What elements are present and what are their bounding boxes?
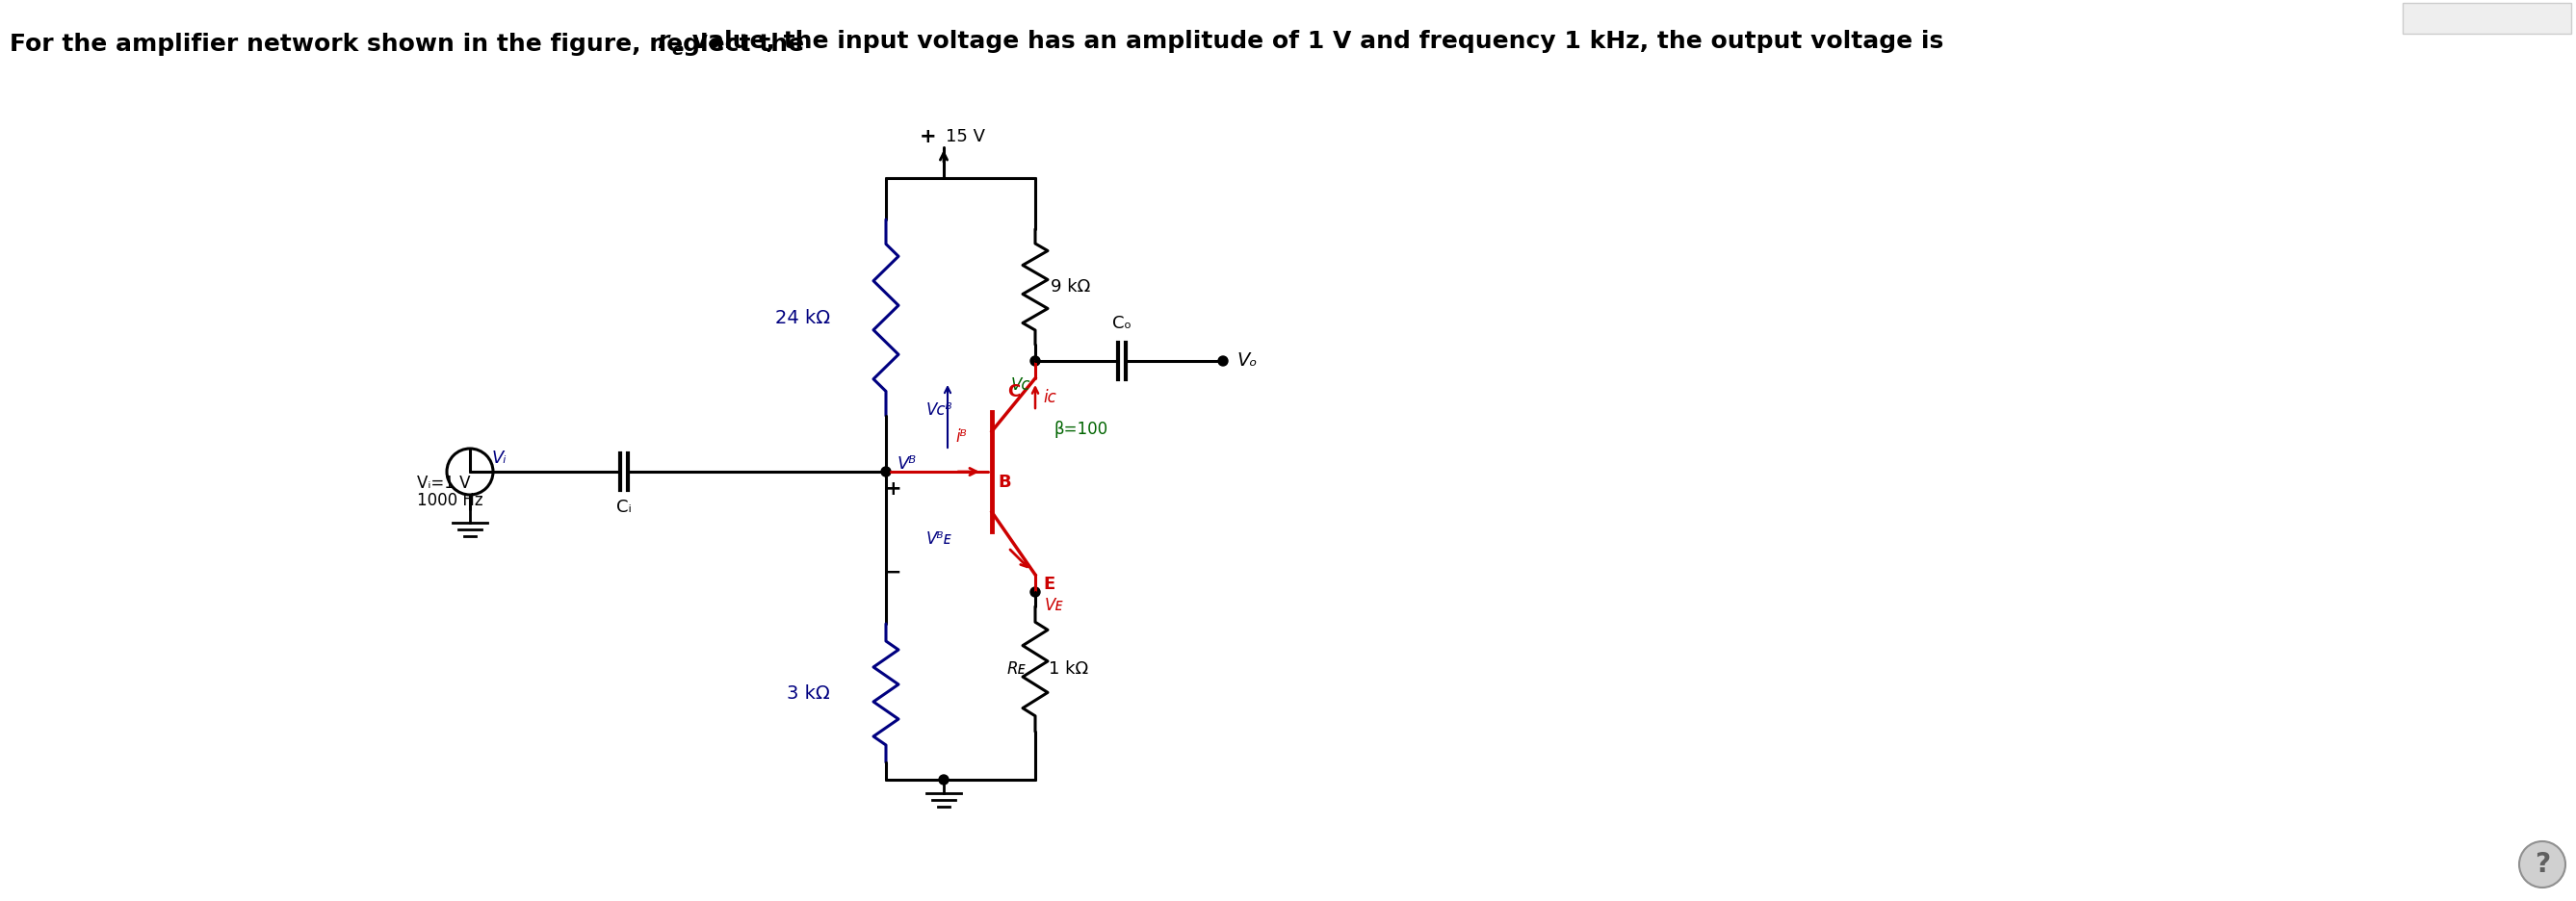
Circle shape [881, 467, 891, 477]
Text: For the amplifier network shown in the figure, neglect the: For the amplifier network shown in the f… [10, 32, 811, 56]
Circle shape [2519, 842, 2566, 887]
Text: β=100: β=100 [1054, 421, 1108, 438]
Text: 9 kΩ: 9 kΩ [1051, 278, 1090, 296]
Text: e: e [672, 41, 683, 59]
Text: C: C [1007, 383, 1020, 400]
Circle shape [938, 775, 948, 785]
Circle shape [1030, 356, 1041, 366]
Text: 3 kΩ: 3 kΩ [788, 684, 829, 702]
Text: Vᴄ: Vᴄ [1010, 377, 1030, 394]
Text: B: B [997, 474, 1010, 491]
Text: 1 kΩ: 1 kΩ [1048, 660, 1087, 678]
Text: Rᴇ: Rᴇ [1007, 660, 1025, 678]
Text: Vᵢ: Vᵢ [492, 450, 507, 467]
Text: E: E [1043, 576, 1054, 593]
Text: r: r [657, 30, 670, 53]
Text: value, the input voltage has an amplitude of 1 V and frequency 1 kHz, the output: value, the input voltage has an amplitud… [683, 30, 1942, 53]
Text: iᴮ: iᴮ [956, 428, 966, 446]
Text: iᴄ: iᴄ [1043, 389, 1056, 406]
FancyBboxPatch shape [2403, 3, 2571, 33]
Text: Vᴇ: Vᴇ [1046, 596, 1064, 614]
Text: ?: ? [2535, 851, 2550, 878]
Text: −: − [886, 563, 902, 582]
Text: Vᴮ: Vᴮ [896, 455, 917, 473]
Text: 1000 Hz: 1000 Hz [417, 492, 484, 509]
Circle shape [1218, 356, 1229, 366]
Text: Cₒ: Cₒ [1113, 314, 1131, 332]
Text: +: + [886, 479, 902, 498]
Text: Cᵢ: Cᵢ [616, 498, 631, 516]
Text: 24 kΩ: 24 kΩ [775, 308, 829, 327]
Text: Vₒ: Vₒ [1236, 351, 1257, 370]
Text: Vᴄᴮ: Vᴄᴮ [927, 402, 953, 419]
Text: 15 V: 15 V [945, 128, 984, 145]
Circle shape [1030, 587, 1041, 596]
Text: Vᵢ=1 V: Vᵢ=1 V [417, 475, 471, 492]
Text: Vᴮᴇ: Vᴮᴇ [927, 531, 953, 548]
Text: +: + [920, 127, 935, 146]
